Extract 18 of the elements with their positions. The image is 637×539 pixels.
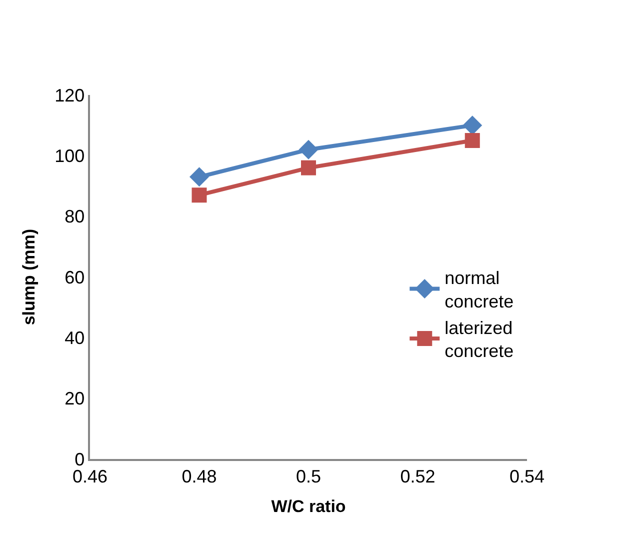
point <box>298 140 318 160</box>
point <box>301 160 316 176</box>
point <box>464 133 480 148</box>
x-tick-label: 0.48 <box>182 466 217 486</box>
x-tick-label: 0.54 <box>509 466 545 486</box>
x-tick-label: 0.5 <box>296 466 322 486</box>
x-tick-label: 0.52 <box>400 466 436 486</box>
y-tick-label: 40 <box>64 328 85 348</box>
y-tick-label: 60 <box>64 267 85 288</box>
y-tick-label: 100 <box>54 146 85 166</box>
y-tick-label: 80 <box>64 206 85 227</box>
legend-label: laterized concrete <box>444 318 514 362</box>
point <box>190 167 209 187</box>
x-axis-title: W/C ratio <box>271 497 346 516</box>
y-tick-label: 20 <box>64 388 85 409</box>
y-axis-title: slump (mm) <box>20 228 39 326</box>
point <box>192 188 207 203</box>
y-tick-label: 120 <box>54 85 85 106</box>
